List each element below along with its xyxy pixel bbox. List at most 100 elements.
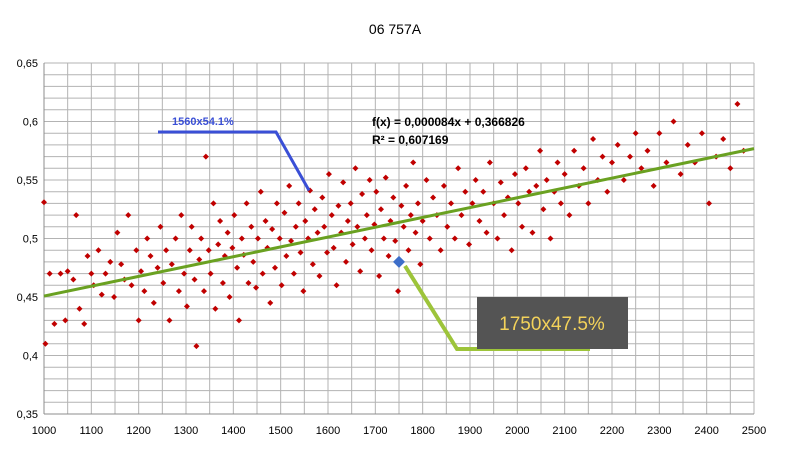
data-point [200, 288, 207, 295]
data-point [215, 241, 222, 248]
data-point [243, 200, 250, 207]
data-point [414, 200, 421, 207]
data-point [390, 194, 397, 201]
data-point [325, 171, 332, 178]
data-point [224, 229, 231, 236]
data-point [626, 153, 633, 160]
data-point [288, 237, 295, 244]
data-point [403, 182, 410, 189]
data-point [599, 153, 606, 160]
annotation-box-label: 1750x47.5% [499, 314, 605, 335]
data-point [508, 247, 515, 254]
data-point [444, 223, 451, 230]
data-point [138, 268, 145, 275]
data-point [166, 317, 173, 324]
data-point [590, 136, 597, 143]
data-point [290, 270, 297, 277]
data-point [670, 118, 677, 125]
data-point [276, 235, 283, 242]
data-point [407, 212, 414, 219]
data-point [328, 212, 335, 219]
data-point [677, 171, 684, 178]
data-point [302, 217, 309, 224]
data-point [663, 159, 670, 166]
data-point [46, 270, 53, 277]
data-point [321, 223, 328, 230]
data-point [330, 244, 337, 251]
data-point [193, 343, 200, 350]
data-point [451, 235, 458, 242]
x-tick-label: 1000 [32, 425, 56, 437]
data-point [522, 165, 529, 172]
y-tick-label: 0,55 [17, 175, 38, 187]
y-tick-label: 0,4 [23, 351, 38, 363]
x-tick-label: 1100 [80, 425, 104, 437]
y-tick-label: 0,35 [17, 409, 38, 421]
data-point [359, 191, 366, 198]
y-tick-label: 0,45 [17, 292, 38, 304]
data-point [511, 171, 518, 178]
data-point [196, 256, 203, 263]
data-point [398, 202, 405, 209]
data-point [614, 141, 621, 148]
data-point [472, 177, 479, 183]
data-point [698, 130, 705, 137]
data-point [519, 223, 526, 230]
data-point [186, 247, 193, 254]
trendline [43, 147, 755, 298]
data-point [480, 188, 487, 195]
x-tick-label: 1300 [174, 425, 198, 437]
x-tick-label: 2300 [647, 425, 671, 437]
data-point [380, 235, 387, 242]
data-point [98, 291, 105, 298]
data-point [254, 235, 261, 242]
data-point [400, 223, 407, 230]
data-point [283, 253, 290, 260]
data-point [430, 194, 437, 201]
data-point [309, 261, 316, 268]
data-point [118, 261, 125, 268]
data-point [557, 200, 564, 207]
chart-title: 06 757A [369, 21, 422, 37]
data-point [198, 235, 205, 242]
highlight-point [393, 255, 405, 268]
data-point [632, 130, 639, 137]
data-point [486, 159, 493, 166]
data-point [426, 235, 433, 242]
data-point [354, 223, 361, 230]
data-point [111, 294, 118, 300]
data-point [342, 258, 349, 265]
data-point [344, 217, 351, 224]
data-point [183, 303, 190, 310]
y-tick-label: 0,6 [23, 117, 38, 129]
data-point [102, 270, 109, 277]
data-point [178, 212, 185, 219]
data-point [526, 188, 533, 195]
data-point [378, 206, 385, 213]
data-point [175, 288, 182, 295]
data-point [382, 174, 389, 181]
data-point [361, 235, 368, 242]
data-point [706, 200, 713, 207]
data-point [395, 288, 402, 295]
data-point [297, 249, 304, 256]
y-tick-label: 0,5 [23, 234, 38, 246]
data-point [76, 305, 83, 312]
data-point [267, 299, 274, 306]
data-point [319, 194, 326, 201]
data-point [212, 305, 219, 312]
data-point [412, 229, 419, 236]
data-point [205, 247, 212, 254]
data-point [253, 284, 260, 291]
data-point [455, 165, 462, 172]
data-point [410, 159, 417, 166]
x-tick-label: 1900 [458, 425, 482, 437]
data-point [81, 320, 88, 327]
data-point [181, 270, 188, 277]
data-point [70, 276, 77, 283]
data-point [295, 200, 302, 207]
data-point [554, 159, 561, 166]
x-tick-label: 2400 [694, 425, 718, 437]
data-point [501, 212, 508, 219]
data-point [88, 270, 95, 277]
